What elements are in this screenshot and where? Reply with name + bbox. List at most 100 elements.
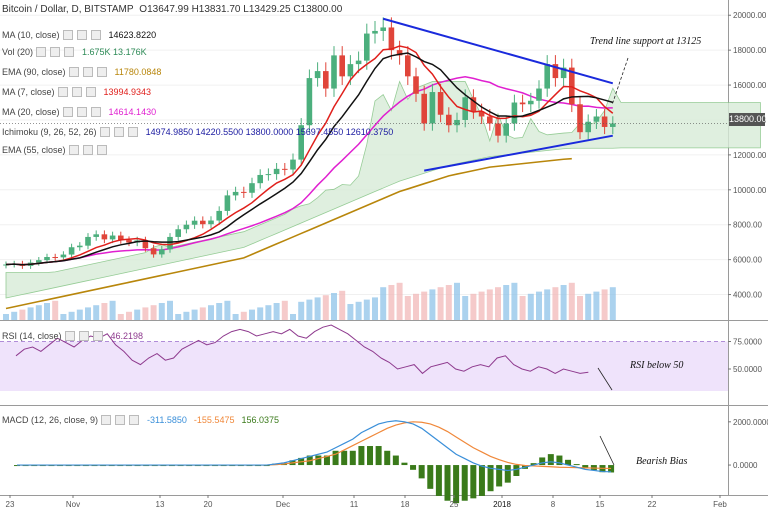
candle-body [60,254,67,258]
candle-body [77,245,83,248]
chart-header: Bitcoin / Dollar, D, BITSTAMP O13647.99 … [2,4,345,15]
legend-ma10-value: 14623.8220 [108,30,157,40]
volume-bar [519,296,526,320]
volume-bar [536,291,542,320]
close-icon[interactable] [96,145,107,155]
legend-value: 11780.0848 [114,67,162,77]
annotation-macd: Bearish Bias [636,456,688,467]
eye-icon[interactable] [68,67,79,77]
volume-bar [601,289,608,320]
settings-icon[interactable] [82,67,93,77]
volume-bar [273,303,280,320]
volume-bar [380,287,387,320]
volume-bar [429,289,436,320]
eye-icon[interactable] [36,47,47,57]
legend-rsi[interactable]: RSI (14, close) 46.2198 [2,331,143,341]
upper-trend-line [382,17,614,85]
macd-histogram-bar [358,446,365,466]
volume-bar [413,293,419,320]
close-icon[interactable] [64,47,75,57]
legend-row[interactable]: EMA (55, close) [2,145,115,155]
legend-row[interactable]: EMA (90, close) 11780.0848 [2,67,161,77]
candle-body [118,235,124,241]
legend-rsi-eye-icon[interactable] [64,331,75,341]
ema90-line [5,157,572,310]
volume-bar [609,287,616,320]
candle-body [331,55,337,89]
candle-body [216,210,222,221]
settings-icon[interactable] [113,127,124,137]
legend-rsi-close-icon[interactable] [92,331,103,341]
candle-body [191,220,198,225]
rsi-tick-label: 50.0000 [733,365,762,374]
macd-histogram-bar [435,465,442,496]
macd-histogram-bar [323,455,330,466]
legend-ma10-eye-icon[interactable] [62,30,73,40]
candle-body [544,64,550,89]
macd-histogram-bar [427,465,434,489]
candle-body [396,50,403,56]
macd-histogram-bar [513,465,520,476]
volume-bar [454,282,460,320]
volume-bar [19,309,26,320]
close-icon[interactable] [127,127,138,137]
macd-histogram-bar [444,465,451,501]
macd-histogram-bar [487,465,494,492]
legend-row[interactable]: MA (20, close) 14614.1430 [2,107,156,117]
macd-histogram-bar [375,446,382,466]
volume-bar [544,289,551,320]
close-icon[interactable] [90,107,101,117]
close-icon[interactable] [96,67,107,77]
legend-ma10[interactable]: MA (10, close) 14623.8220 [2,30,156,40]
settings-icon[interactable] [82,145,93,155]
candle-body [577,104,583,133]
legend-row[interactable]: MA (7, close) 13994.9343 [2,87,151,97]
settings-icon[interactable] [50,47,61,57]
volume-bar [265,305,272,320]
candle-body [495,123,501,136]
volume-bar [257,307,264,320]
ma10-line [5,52,614,266]
candle-body [552,64,559,79]
volume-bar [167,300,173,320]
candle-body [503,123,509,136]
x-tick-label: Dec [276,500,290,509]
legend-rsi-settings-icon[interactable] [78,331,89,341]
legend-ma10-settings-icon[interactable] [76,30,87,40]
candle-body [101,234,108,240]
volume-bar [585,293,592,320]
macd-histogram-bar [582,465,589,469]
legend-macd-value1: -311.5850 [147,415,187,425]
legend-value: 14974.9850 14220.5500 13800.0000 15697.4… [145,127,394,137]
candle-body [109,235,116,240]
volume-bar [372,297,378,320]
volume-bar [175,314,182,320]
volume-bar [478,291,485,320]
x-tick-label: 22 [648,500,657,509]
volume-bar [191,309,198,320]
legend-macd-close-icon[interactable] [129,415,140,425]
settings-icon[interactable] [71,87,82,97]
eye-icon[interactable] [62,107,73,117]
legend-row[interactable]: Ichimoku (9, 26, 52, 26) 14974.9850 14220… [2,127,393,137]
candle-body [265,174,272,176]
symbol-title[interactable]: Bitcoin / Dollar, D, BITSTAMP [2,4,134,15]
close-icon[interactable] [85,87,96,97]
settings-icon[interactable] [76,107,87,117]
legend-macd-settings-icon[interactable] [115,415,126,425]
eye-icon[interactable] [57,87,68,97]
candle-body [610,123,616,127]
volume-bar [437,287,444,320]
legend-row[interactable]: Vol (20) 1.675K 13.176K [2,47,147,57]
candle-body [200,220,206,225]
volume-bar [560,285,567,320]
legend-macd-eye-icon[interactable] [101,415,112,425]
legend-macd[interactable]: MACD (12, 26, close, 9) -311.5850 -155.5… [2,415,279,425]
legend-ma10-close-icon[interactable] [90,30,101,40]
volume-bar [27,307,34,320]
eye-icon[interactable] [99,127,110,137]
legend-value: 14614.1430 [108,107,157,117]
candle-body [569,67,575,105]
eye-icon[interactable] [68,145,79,155]
